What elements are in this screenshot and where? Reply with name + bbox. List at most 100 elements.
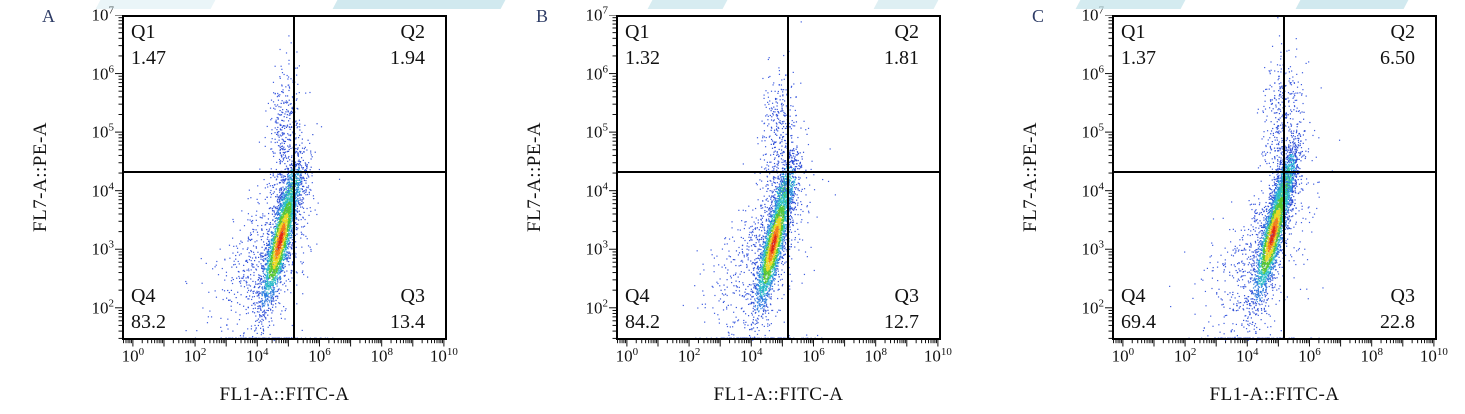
quadrant-value: 22.8 (1380, 311, 1415, 333)
y-tick-label: 105 (91, 121, 115, 142)
y-tick-label: 103 (585, 238, 609, 259)
y-tick-label: 102 (585, 297, 609, 318)
quadrant-value: 69.4 (1121, 311, 1156, 333)
quadrant-gate-horizontal (1114, 171, 1435, 174)
quadrant-label: Q3 (894, 285, 919, 307)
x-tick-label: 1010 (923, 346, 952, 366)
x-axis-label: FL1-A::FITC-A (219, 384, 350, 405)
quadrant-label: Q2 (400, 21, 425, 43)
quadrant-q2-stat: Q2 1.94 (390, 19, 425, 71)
quadrant-value: 12.7 (884, 311, 919, 333)
quadrant-q2-stat: Q2 6.50 (1380, 19, 1415, 71)
highlight-artifact (95, 0, 216, 9)
y-tick-label: 104 (585, 180, 609, 201)
highlight-artifact (1075, 0, 1186, 9)
highlight-artifact (647, 0, 728, 9)
x-tick-label: 102 (677, 346, 701, 366)
plot-area: Q1 1.47 Q2 1.94 Q4 83.2 Q3 13.4 (122, 15, 447, 340)
y-tick-label: 107 (1081, 4, 1105, 25)
quadrant-label: Q2 (894, 21, 919, 43)
quadrant-label: Q1 (625, 21, 650, 43)
y-tick-label: 103 (91, 238, 115, 259)
quadrant-gate-horizontal (618, 171, 939, 174)
quadrant-label: Q2 (1390, 21, 1415, 43)
quadrant-label: Q3 (1390, 285, 1415, 307)
highlight-artifact (873, 0, 939, 9)
quadrant-gate-horizontal (124, 171, 445, 174)
quadrant-q1-stat: Q1 1.47 (131, 19, 166, 71)
quadrant-value: 84.2 (625, 311, 660, 333)
quadrant-q1-stat: Q1 1.32 (625, 19, 660, 71)
x-tick-label: 106 (802, 346, 825, 366)
quadrant-value: 1.37 (1121, 47, 1156, 69)
quadrant-q4-stat: Q4 84.2 (625, 283, 660, 335)
quadrant-value: 6.50 (1380, 47, 1415, 69)
x-tick-label: 108 (1360, 346, 1383, 366)
x-tick-label: 104 (246, 346, 269, 366)
x-tick-label: 100 (1111, 346, 1135, 366)
highlight-artifact (1295, 0, 1409, 9)
y-axis-label: FL7-A::PE-A (1020, 122, 1041, 232)
quadrant-label: Q1 (1121, 21, 1146, 43)
highlight-artifact (332, 0, 506, 9)
y-tick-label: 107 (91, 4, 115, 25)
quadrant-q1-stat: Q1 1.37 (1121, 19, 1156, 71)
plot-area: Q1 1.32 Q2 1.81 Q4 84.2 Q3 12.7 (616, 15, 941, 340)
y-tick-label: 103 (1081, 238, 1105, 259)
scatter-canvas (606, 15, 941, 352)
y-tick-label: 105 (1081, 121, 1105, 142)
quadrant-value: 83.2 (131, 311, 166, 333)
quadrant-value: 1.94 (390, 47, 425, 69)
x-tick-label: 106 (1298, 346, 1321, 366)
quadrant-label: Q1 (131, 21, 156, 43)
quadrant-value: 1.81 (884, 47, 919, 69)
y-tick-label: 104 (1081, 180, 1105, 201)
quadrant-value: 1.32 (625, 47, 660, 69)
quadrant-label: Q3 (400, 285, 425, 307)
y-tick-label: 104 (91, 180, 115, 201)
x-axis-label: FL1-A::FITC-A (1209, 384, 1340, 405)
x-axis-label: FL1-A::FITC-A (713, 384, 844, 405)
quadrant-q3-stat: Q3 22.8 (1380, 283, 1415, 335)
quadrant-label: Q4 (625, 285, 650, 307)
quadrant-label: Q4 (1121, 285, 1146, 307)
x-tick-label: 104 (1236, 346, 1259, 366)
y-tick-label: 106 (1081, 63, 1105, 83)
quadrant-q3-stat: Q3 13.4 (390, 283, 425, 335)
quadrant-q2-stat: Q2 1.81 (884, 19, 919, 71)
quadrant-q4-stat: Q4 83.2 (131, 283, 166, 335)
panel-letter: B (536, 6, 549, 26)
x-tick-label: 1010 (429, 346, 458, 366)
panel-letter: C (1032, 6, 1045, 26)
scatter-canvas (112, 15, 447, 352)
quadrant-gate-vertical (1282, 17, 1285, 338)
plot-area: Q1 1.37 Q2 6.50 Q4 69.4 Q3 22.8 (1112, 15, 1437, 340)
panel-letter: A (42, 6, 55, 26)
x-tick-label: 100 (615, 346, 639, 366)
y-tick-label: 102 (91, 297, 115, 318)
y-tick-label: 107 (585, 4, 609, 25)
x-tick-label: 102 (183, 346, 207, 366)
quadrant-q3-stat: Q3 12.7 (884, 283, 919, 335)
x-tick-label: 100 (121, 346, 145, 366)
quadrant-gate-vertical (786, 17, 789, 338)
y-tick-label: 102 (1081, 297, 1105, 318)
quadrant-label: Q4 (131, 285, 156, 307)
quadrant-value: 13.4 (390, 311, 425, 333)
quadrant-gate-vertical (292, 17, 295, 338)
x-tick-label: 104 (740, 346, 763, 366)
y-axis-label: FL7-A::PE-A (524, 122, 545, 232)
y-tick-label: 106 (585, 63, 609, 83)
x-tick-label: 1010 (1419, 346, 1448, 366)
y-tick-label: 106 (91, 63, 115, 83)
quadrant-value: 1.47 (131, 47, 166, 69)
y-axis-label: FL7-A::PE-A (30, 122, 51, 232)
quadrant-q4-stat: Q4 69.4 (1121, 283, 1156, 335)
x-tick-label: 108 (370, 346, 393, 366)
x-tick-label: 102 (1173, 346, 1197, 366)
x-tick-label: 108 (864, 346, 887, 366)
